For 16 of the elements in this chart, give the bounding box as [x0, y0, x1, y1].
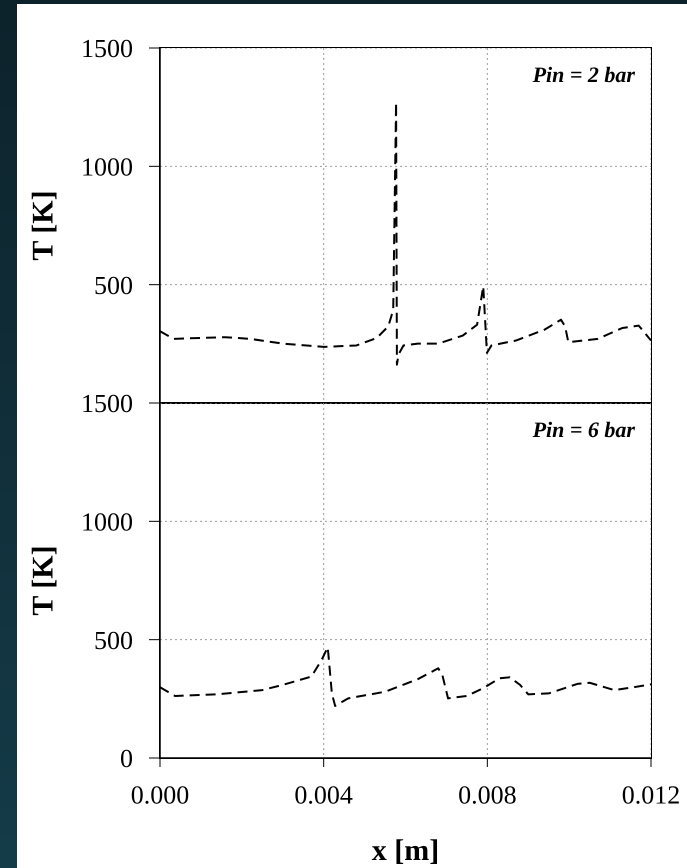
- annotation: Pin = 2 bar: [532, 62, 635, 88]
- y-tick-label: 1500: [81, 34, 133, 64]
- y-tick-label: 1000: [81, 508, 133, 537]
- x-tick-label: 0.008: [458, 780, 517, 810]
- x-tick-label: 0.000: [130, 780, 190, 810]
- y-tick-label: 500: [94, 626, 133, 655]
- x-axis-title: x [m]: [372, 834, 440, 867]
- y-tick-label: 500: [94, 270, 133, 300]
- y-tick-label: 1500: [81, 389, 133, 418]
- y-axis-title: T [K]: [26, 545, 60, 616]
- y-axis-title: T [K]: [26, 190, 60, 261]
- annotation: Pin = 6 bar: [532, 417, 635, 443]
- y-tick-label: 1000: [81, 152, 133, 182]
- y-tick-label: 0: [120, 744, 133, 774]
- x-tick-label: 0.004: [294, 780, 353, 810]
- x-tick-label: 0.012: [622, 780, 680, 810]
